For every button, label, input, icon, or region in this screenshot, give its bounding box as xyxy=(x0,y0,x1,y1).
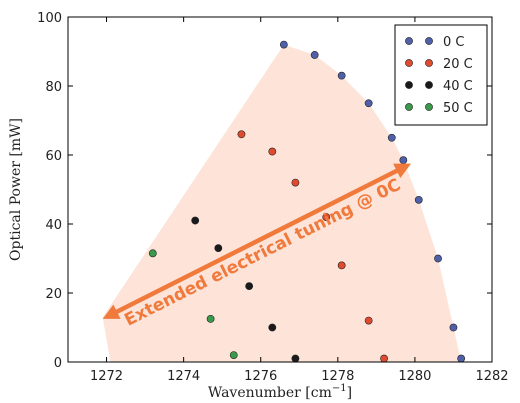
x-tick-label: 1272 xyxy=(90,369,123,384)
arrow-head-end xyxy=(393,163,412,178)
point-series-0 xyxy=(279,40,288,49)
x-axis-label: Wavenumber [cm−1] xyxy=(208,383,352,401)
y-tick-label: 80 xyxy=(45,80,62,95)
legend-marker xyxy=(405,37,413,45)
y-tick-label: 40 xyxy=(45,218,62,233)
plot-frame xyxy=(67,16,493,363)
legend-label: 20 C xyxy=(443,57,473,72)
point-series-1 xyxy=(291,178,300,187)
legend-marker xyxy=(405,59,413,67)
point-series-3 xyxy=(148,249,157,258)
y-tick-label: 100 xyxy=(37,11,62,26)
legend-label: 50 C xyxy=(443,101,473,116)
point-series-3 xyxy=(206,314,215,323)
point-series-0 xyxy=(414,195,423,204)
point-series-0 xyxy=(310,51,319,59)
x-tick-label: 1276 xyxy=(244,369,277,384)
legend-marker xyxy=(425,37,433,45)
point-series-0 xyxy=(449,323,458,332)
point-series-0 xyxy=(457,354,466,363)
point-series-2 xyxy=(214,244,223,253)
point-series-1 xyxy=(237,130,246,139)
legend-marker xyxy=(425,103,433,111)
arrow-shaft xyxy=(111,166,403,316)
data-points xyxy=(148,40,466,363)
legend: 0 C 20 C 40 C 50 C xyxy=(394,24,488,126)
point-series-2 xyxy=(268,323,277,332)
x-tick-label: 1280 xyxy=(398,369,431,384)
legend-marker xyxy=(425,81,433,89)
tuning-region xyxy=(102,44,462,362)
arrow-head-start xyxy=(102,304,121,319)
y-axis-label: Optical Power [mW] xyxy=(8,118,24,261)
x-axis-label-superscript: −1 xyxy=(332,383,347,394)
x-axis-label-end: ] xyxy=(347,385,352,401)
y-tick-label: 20 xyxy=(45,287,62,302)
point-series-1 xyxy=(380,354,388,363)
x-tick-label: 1274 xyxy=(167,369,200,384)
point-series-0 xyxy=(337,71,346,80)
x-axis-label-main: Wavenumber [cm xyxy=(208,385,332,401)
point-series-2 xyxy=(245,282,254,290)
x-tick-label: 1278 xyxy=(321,369,354,384)
point-series-1 xyxy=(322,213,331,221)
legend-marker xyxy=(425,59,433,67)
legend-marker xyxy=(405,103,413,111)
point-series-0 xyxy=(364,99,373,108)
axis-ticks: 1272 1274 1276 1278 1280 1282 0 20 40 60 80 100 xyxy=(37,11,508,384)
y-tick-label: 60 xyxy=(45,149,62,164)
legend-label: 0 C xyxy=(443,35,464,50)
point-series-1 xyxy=(364,316,373,325)
tuning-region-shape xyxy=(102,44,462,362)
point-series-2 xyxy=(191,216,200,225)
legend-marker xyxy=(405,81,413,89)
y-tick-label: 0 xyxy=(54,356,62,371)
legend-label: 40 C xyxy=(443,79,473,94)
x-tick-label: 1282 xyxy=(475,369,508,384)
point-series-0 xyxy=(399,156,408,165)
point-series-0 xyxy=(434,254,442,263)
point-series-3 xyxy=(229,351,238,359)
point-series-1 xyxy=(268,147,277,156)
point-series-0 xyxy=(387,133,396,142)
point-series-1 xyxy=(337,261,346,270)
point-series-2 xyxy=(291,354,300,363)
